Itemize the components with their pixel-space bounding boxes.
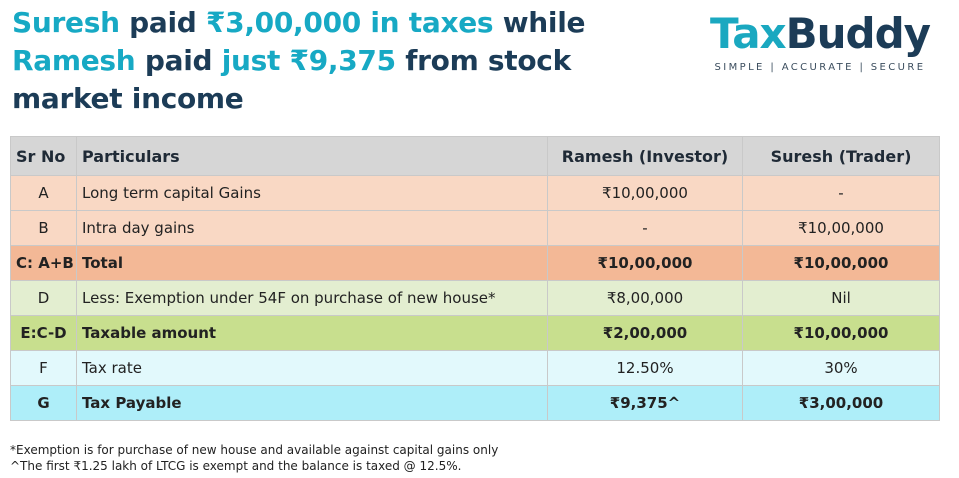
cell-ramesh: ₹2,00,000: [547, 315, 743, 351]
headline-amount: just ₹9,375: [221, 44, 396, 77]
cell-suresh: ₹3,00,000: [742, 385, 940, 421]
headline-amount: ₹3,00,000 in taxes: [205, 6, 494, 39]
cell-particular: Tax Payable: [76, 385, 548, 421]
cell-suresh: 30%: [742, 350, 940, 386]
table-row: D Less: Exemption under 54F on purchase …: [10, 280, 940, 316]
logo-wordmark: TaxBuddy: [700, 8, 940, 60]
cell-suresh: Nil: [742, 280, 940, 316]
cell-sr: G: [10, 385, 77, 421]
cell-sr: E:C-D: [10, 315, 77, 351]
table-row: B Intra day gains - ₹10,00,000: [10, 210, 940, 246]
cell-sr: F: [10, 350, 77, 386]
cell-ramesh: ₹10,00,000: [547, 245, 743, 281]
headline-text: paid: [119, 6, 206, 39]
tax-comparison-table: Sr No Particulars Ramesh (Investor) Sure…: [10, 136, 940, 421]
cell-particular: Intra day gains: [76, 210, 548, 246]
footnotes: *Exemption is for purchase of new house …: [10, 442, 498, 474]
header-sr-no: Sr No: [10, 136, 77, 176]
cell-sr: B: [10, 210, 77, 246]
cell-ramesh: -: [547, 210, 743, 246]
table-row: A Long term capital Gains ₹10,00,000 -: [10, 175, 940, 211]
logo-buddy: Buddy: [785, 9, 931, 58]
taxbuddy-logo: TaxBuddy SIMPLE | ACCURATE | SECURE: [700, 8, 940, 73]
headline-line-1: Suresh paid ₹3,00,000 in taxes while: [12, 4, 652, 42]
cell-sr: A: [10, 175, 77, 211]
cell-suresh: ₹10,00,000: [742, 210, 940, 246]
footnote-exemption: *Exemption is for purchase of new house …: [10, 443, 499, 457]
headline-ramesh: Ramesh: [12, 44, 136, 77]
logo-tax: Tax: [709, 9, 787, 58]
cell-sr: D: [10, 280, 77, 316]
cell-suresh: -: [742, 175, 940, 211]
cell-ramesh: ₹8,00,000: [547, 280, 743, 316]
headline-text: while: [493, 6, 586, 39]
header-suresh: Suresh (Trader): [742, 136, 940, 176]
cell-suresh: ₹10,00,000: [742, 245, 940, 281]
header-ramesh: Ramesh (Investor): [547, 136, 743, 176]
table-header-row: Sr No Particulars Ramesh (Investor) Sure…: [10, 136, 940, 176]
cell-ramesh: ₹9,375^: [547, 385, 743, 421]
header-particulars: Particulars: [76, 136, 548, 176]
cell-particular: Taxable amount: [76, 315, 548, 351]
cell-particular: Tax rate: [76, 350, 548, 386]
headline: Suresh paid ₹3,00,000 in taxes while Ram…: [12, 4, 652, 118]
headline-line-3: market income: [12, 82, 244, 115]
table-row: G Tax Payable ₹9,375^ ₹3,00,000: [10, 385, 940, 421]
table-row: C: A+B Total ₹10,00,000 ₹10,00,000: [10, 245, 940, 281]
logo-tagline: SIMPLE | ACCURATE | SECURE: [714, 62, 926, 73]
cell-particular: Total: [76, 245, 548, 281]
cell-ramesh: 12.50%: [547, 350, 743, 386]
cell-suresh: ₹10,00,000: [742, 315, 940, 351]
table-row: F Tax rate 12.50% 30%: [10, 350, 940, 386]
headline-text: from stock: [395, 44, 571, 77]
cell-particular: Long term capital Gains: [76, 175, 548, 211]
footnote-ltcg: ^The first ₹1.25 lakh of LTCG is exempt …: [10, 459, 462, 473]
headline-suresh: Suresh: [12, 6, 120, 39]
table-row: E:C-D Taxable amount ₹2,00,000 ₹10,00,00…: [10, 315, 940, 351]
cell-sr: C: A+B: [10, 245, 77, 281]
cell-ramesh: ₹10,00,000: [547, 175, 743, 211]
headline-line-2: Ramesh paid just ₹9,375 from stock: [12, 42, 652, 80]
cell-particular: Less: Exemption under 54F on purchase of…: [76, 280, 548, 316]
headline-text: paid: [135, 44, 222, 77]
